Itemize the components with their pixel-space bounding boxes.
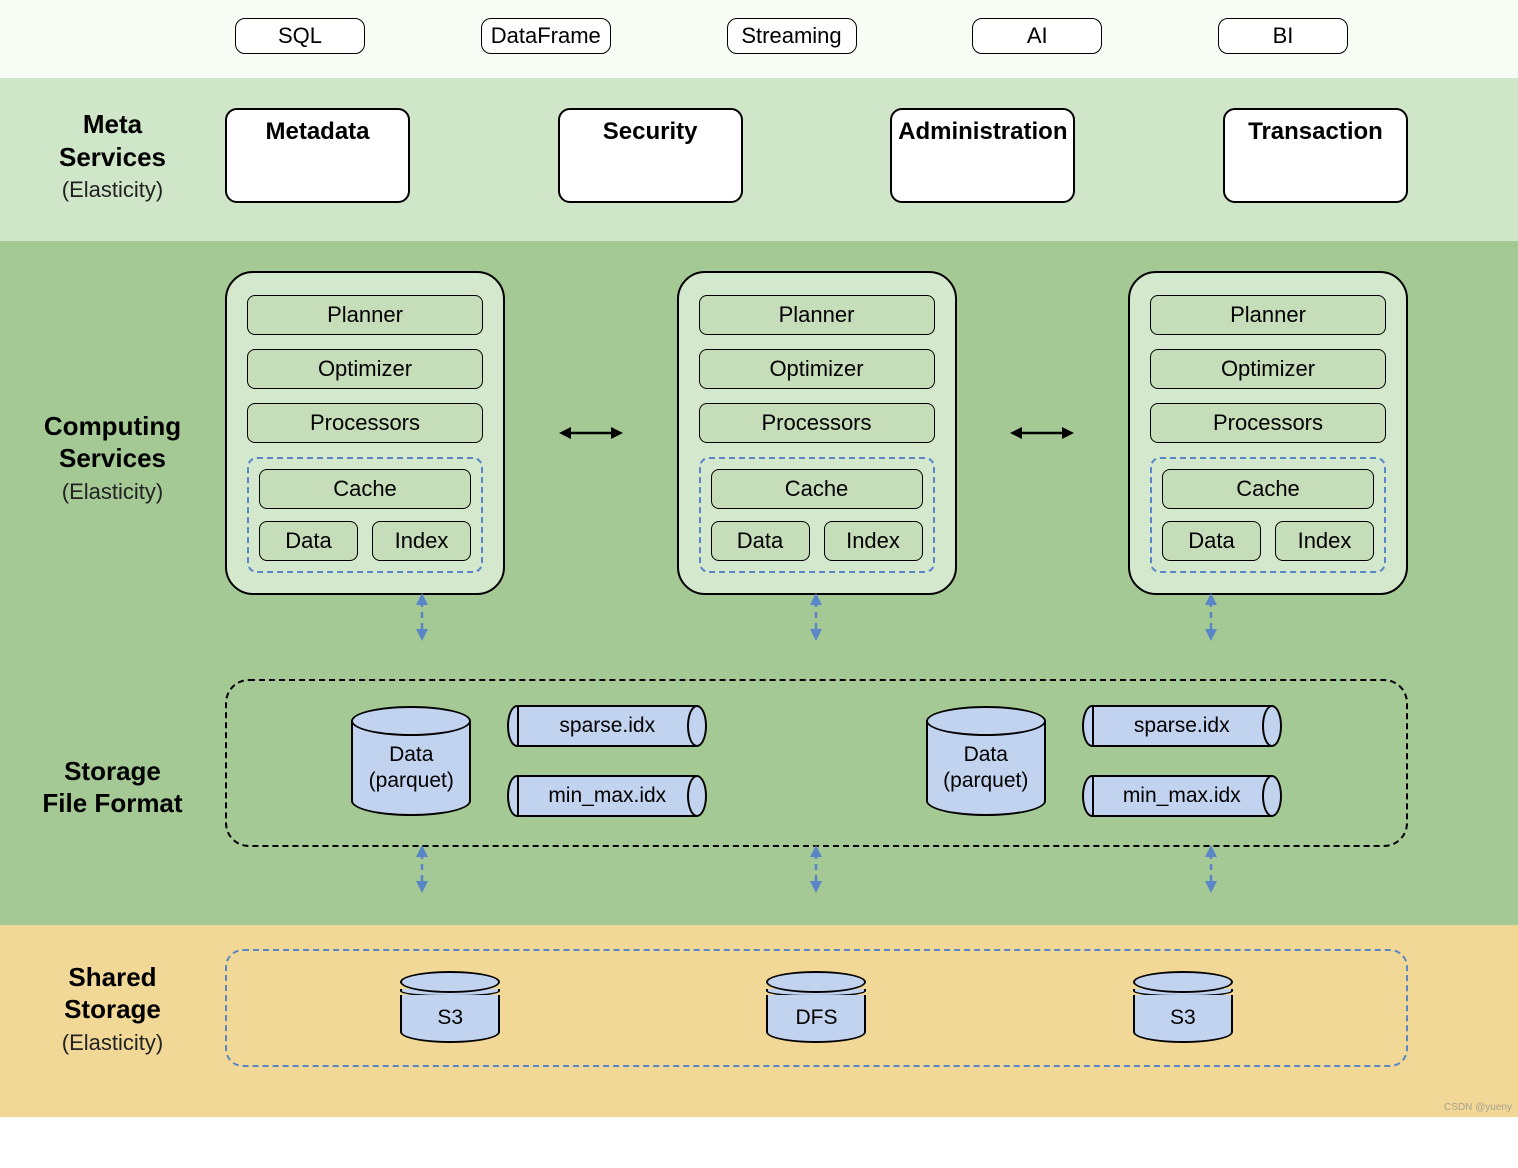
layer-interfaces: SQL DataFrame Streaming AI BI xyxy=(0,0,1518,78)
arrows-compute-to-storage xyxy=(225,595,1518,643)
layer-computing-services: ComputingServices (Elasticity) Planner Op… xyxy=(0,241,1518,643)
compute-optimizer-block: Optimizer xyxy=(699,349,935,389)
data-parquet-cylinder-icon: Data (parquet) xyxy=(926,706,1046,816)
compute-cache-data: Data xyxy=(259,521,358,561)
compute-node: Planner Optimizer Processors Cache Data Index xyxy=(677,271,957,595)
shared-store-s3-icon: S3 xyxy=(1133,971,1233,1043)
storage-format-group: Data (parquet) sparse.idx min_max.idx xyxy=(351,705,707,817)
shared-storage-container: S3 DFS S3 xyxy=(225,949,1408,1067)
compute-title: ComputingServices xyxy=(44,410,181,475)
shared-store-dfs-icon: DFS xyxy=(766,971,866,1043)
compute-cache-block: Cache xyxy=(711,469,923,509)
interface-bi: BI xyxy=(1218,18,1348,54)
meta-item-security: Security xyxy=(558,108,743,203)
compute-cache-index: Index xyxy=(824,521,923,561)
bidir-dashed-arrow-icon xyxy=(413,845,431,893)
meta-title: MetaServices xyxy=(59,108,166,173)
compute-optimizer-block: Optimizer xyxy=(1150,349,1386,389)
compute-cache-group: Cache Data Index xyxy=(1150,457,1386,573)
compute-link-arrow xyxy=(559,423,623,443)
bidir-arrow-icon xyxy=(559,423,623,443)
compute-cache-index: Index xyxy=(1275,521,1374,561)
compute-optimizer-block: Optimizer xyxy=(247,349,483,389)
watermark: CSDN @yueny xyxy=(1444,1102,1512,1113)
compute-cache-group: Cache Data Index xyxy=(247,457,483,573)
sff-label: StorageFile Format xyxy=(0,679,225,895)
storage-format-group: Data (parquet) sparse.idx min_max.idx xyxy=(926,705,1282,817)
index-file-min_max-idx: min_max.idx xyxy=(507,775,707,817)
layer-storage-file-format: StorageFile Format Data (parquet) sparse… xyxy=(0,643,1518,925)
meta-items-row: Metadata Security Administration Transactio… xyxy=(225,108,1518,203)
data-parquet-cylinder-icon: Data (parquet) xyxy=(351,706,471,816)
compute-node: Planner Optimizer Processors Cache Data Index xyxy=(1128,271,1408,595)
bidir-dashed-arrow-icon xyxy=(413,593,431,641)
bidir-arrow-icon xyxy=(1010,423,1074,443)
meta-subtitle: (Elasticity) xyxy=(62,177,163,203)
shared-store-s3-icon: S3 xyxy=(400,971,500,1043)
arrows-storage-to-shared xyxy=(225,847,1518,895)
interface-streaming: Streaming xyxy=(727,18,857,54)
sff-title: StorageFile Format xyxy=(42,755,182,820)
interface-dataframe: DataFrame xyxy=(481,18,611,54)
data-label: Data xyxy=(928,742,1044,767)
parquet-label: (parquet) xyxy=(928,768,1044,793)
meta-item-metadata: Metadata xyxy=(225,108,410,203)
compute-cache-data: Data xyxy=(711,521,810,561)
data-label: Data xyxy=(353,742,469,767)
compute-cache-block: Cache xyxy=(259,469,471,509)
index-file-sparse-idx: sparse.idx xyxy=(1082,705,1282,747)
compute-cache-data: Data xyxy=(1162,521,1261,561)
interface-ai: AI xyxy=(972,18,1102,54)
interfaces-row: SQL DataFrame Streaming AI BI xyxy=(225,18,1518,54)
compute-planner-block: Planner xyxy=(1150,295,1386,335)
compute-processors-block: Processors xyxy=(247,403,483,443)
shared-subtitle: (Elasticity) xyxy=(62,1030,163,1056)
layer-shared-storage: SharedStorage (Elasticity) S3 DFS S3 CSD… xyxy=(0,925,1518,1117)
index-file-min_max-idx: min_max.idx xyxy=(1082,775,1282,817)
compute-nodes-row: Planner Optimizer Processors Cache Data Index… xyxy=(225,271,1518,595)
compute-link-arrow xyxy=(1010,423,1074,443)
meta-services-label: MetaServices (Elasticity) xyxy=(0,108,225,203)
meta-item-administration: Administration xyxy=(890,108,1075,203)
storage-format-container: Data (parquet) sparse.idx min_max.idx Da… xyxy=(225,679,1408,847)
shared-label: SharedStorage (Elasticity) xyxy=(0,949,225,1067)
bidir-dashed-arrow-icon xyxy=(807,845,825,893)
interface-sql: SQL xyxy=(235,18,365,54)
compute-planner-block: Planner xyxy=(247,295,483,335)
parquet-label: (parquet) xyxy=(353,768,469,793)
bidir-dashed-arrow-icon xyxy=(807,593,825,641)
index-file-sparse-idx: sparse.idx xyxy=(507,705,707,747)
compute-subtitle: (Elasticity) xyxy=(62,479,163,505)
compute-label: ComputingServices (Elasticity) xyxy=(0,271,225,643)
shared-title: SharedStorage xyxy=(64,961,161,1026)
compute-processors-block: Processors xyxy=(699,403,935,443)
compute-planner-block: Planner xyxy=(699,295,935,335)
meta-item-transaction: Transaction xyxy=(1223,108,1408,203)
compute-cache-block: Cache xyxy=(1162,469,1374,509)
compute-cache-group: Cache Data Index xyxy=(699,457,935,573)
bidir-dashed-arrow-icon xyxy=(1202,845,1220,893)
compute-cache-index: Index xyxy=(372,521,471,561)
layer-interfaces-label xyxy=(0,18,225,54)
compute-processors-block: Processors xyxy=(1150,403,1386,443)
compute-node: Planner Optimizer Processors Cache Data Index xyxy=(225,271,505,595)
layer-meta-services: MetaServices (Elasticity) Metadata Securi… xyxy=(0,78,1518,241)
bidir-dashed-arrow-icon xyxy=(1202,593,1220,641)
